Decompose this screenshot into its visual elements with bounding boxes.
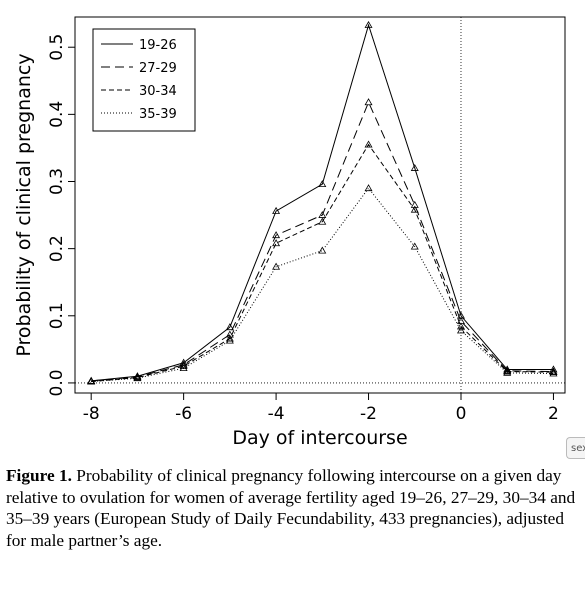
y-tick-label: 0.2: [47, 235, 67, 262]
figure-caption: Figure 1. Probability of clinical pregna…: [6, 465, 582, 551]
triangle-marker: [549, 365, 558, 373]
y-tick-label: 0.0: [47, 369, 67, 396]
y-tick-label: 0.1: [47, 302, 67, 329]
x-axis-label: Day of intercourse: [232, 427, 407, 449]
series-27-29: [87, 98, 558, 384]
series-line-27-29: [91, 101, 554, 382]
plot-area-frame: [74, 16, 566, 394]
triangle-marker: [457, 322, 465, 330]
y-tick-label: 0.5: [47, 34, 67, 61]
triangle-marker: [457, 326, 465, 334]
legend-box: [92, 28, 196, 132]
triangle-marker: [133, 374, 142, 382]
triangle-marker: [318, 180, 327, 188]
x-tick-label: -4: [268, 404, 285, 424]
legend-label: 19-26: [139, 38, 177, 53]
triangle-marker: [410, 205, 419, 213]
triangle-marker: [364, 20, 373, 28]
y-axis-label: Probability of clinical pregnancy: [13, 53, 35, 356]
axes: -8 -6 -4 -2 0 2 0.0 0.1 0.2 0.3 0.4 0.5: [47, 34, 559, 424]
legend-label: 35-39: [139, 107, 177, 122]
triangle-marker: [272, 262, 281, 270]
triangle-marker: [364, 98, 373, 106]
x-tick-label: -8: [83, 404, 100, 424]
triangle-marker: [179, 364, 188, 372]
triangle-marker: [318, 210, 327, 218]
triangle-marker: [272, 239, 281, 247]
series-line-30-34: [91, 143, 554, 383]
x-tick-label: 2: [548, 404, 559, 424]
triangle-marker: [225, 323, 234, 331]
triangle-marker: [364, 184, 373, 192]
series-30-34: [87, 140, 558, 385]
triangle-marker: [225, 336, 234, 344]
triangle-marker: [364, 140, 373, 148]
triangle-marker: [410, 242, 419, 250]
series-layer: [87, 20, 558, 385]
x-tick-label: -6: [175, 404, 192, 424]
triangle-marker: [410, 200, 419, 208]
stray-tag[interactable]: sex: [566, 437, 585, 459]
triangle-marker: [87, 377, 96, 385]
triangle-marker: [549, 368, 558, 376]
caption-text: Probability of clinical pregnancy follow…: [6, 466, 576, 550]
triangle-marker: [503, 368, 512, 376]
y-tick-label: 0.4: [47, 101, 67, 128]
triangle-marker: [318, 246, 327, 254]
x-tick-label: 0: [456, 404, 467, 424]
triangle-marker: [549, 369, 558, 377]
series-line-19-26: [91, 23, 554, 382]
x-tick-label: -2: [360, 404, 377, 424]
series-line-35-39: [91, 187, 554, 383]
caption-label: Figure 1.: [6, 466, 72, 485]
triangle-marker: [410, 163, 419, 171]
legend: 19-26 27-29 30-34 35-39: [92, 28, 196, 132]
triangle-marker: [318, 217, 327, 225]
reference-lines: [75, 17, 565, 393]
series-35-39: [87, 184, 558, 385]
legend-label: 30-34: [139, 84, 177, 99]
y-tick-label: 0.3: [47, 168, 67, 195]
line-chart: -8 -6 -4 -2 0 2 0.0 0.1 0.2 0.3 0.4 0.5 19-26 27-29 3…: [13, 16, 566, 449]
triangle-marker: [179, 360, 188, 368]
legend-label: 27-29: [139, 61, 177, 76]
triangle-marker: [272, 206, 281, 214]
triangle-marker: [272, 231, 281, 239]
